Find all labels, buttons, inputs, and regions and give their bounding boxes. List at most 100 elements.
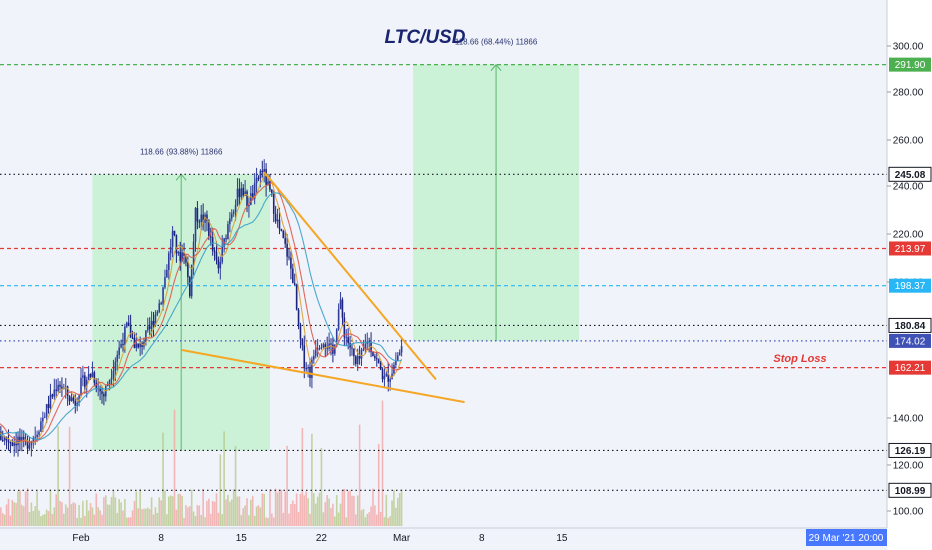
volume-bar — [335, 494, 338, 526]
volume-bar — [53, 507, 56, 526]
candle-body — [303, 345, 306, 368]
candle-body — [337, 309, 340, 330]
volume-bar — [234, 445, 237, 526]
volume-bar — [116, 512, 119, 526]
volume-bar — [267, 517, 269, 526]
price-level-tag-text: 162.21 — [895, 363, 926, 374]
price-level-tag-box — [889, 278, 931, 293]
candle-body — [374, 356, 376, 359]
candle-body — [135, 343, 138, 348]
candle-body — [246, 191, 248, 207]
volume-bar — [105, 495, 107, 526]
volume-bar — [63, 513, 65, 526]
candle-body — [255, 177, 258, 184]
candle-body — [272, 194, 275, 214]
candle-body — [141, 343, 143, 347]
candle-body — [343, 317, 346, 338]
time-tick-label: 15 — [556, 533, 568, 544]
volume-bar — [311, 433, 313, 526]
price-level-tag-text: 291.90 — [895, 60, 926, 71]
volume-bar — [175, 509, 178, 526]
candle-body — [101, 391, 103, 394]
volume-bar — [129, 517, 132, 526]
price-level-tag-box — [889, 241, 931, 256]
volume-bar — [322, 512, 325, 526]
candle-body — [297, 309, 300, 326]
volume-bar — [187, 507, 189, 526]
candle-body — [355, 356, 357, 364]
volume-bar — [36, 491, 38, 526]
candle-body — [93, 372, 96, 383]
candle-body — [362, 349, 365, 351]
candle-body — [349, 343, 351, 348]
volume-bar — [374, 505, 376, 526]
candle-body — [387, 373, 390, 382]
candle-body — [238, 188, 241, 198]
chart-title: LTC/USD — [385, 27, 466, 48]
candle-body — [95, 382, 98, 389]
volume-bar — [389, 516, 391, 526]
candle-body — [208, 220, 210, 237]
candle-body — [188, 277, 191, 297]
volume-bar — [209, 513, 212, 526]
volume-bar — [19, 490, 21, 526]
price-tick-label: 100.00 — [893, 507, 924, 518]
candle-body — [129, 326, 132, 338]
candle-body — [91, 372, 94, 377]
volume-bar — [372, 488, 374, 526]
candle-body — [278, 219, 281, 230]
volume-bar — [240, 514, 243, 526]
candle-body — [385, 373, 388, 377]
volume-bar — [385, 494, 388, 526]
candle-body — [38, 431, 40, 435]
candle-body — [192, 241, 195, 265]
volume-bar — [76, 517, 78, 526]
volume-bar — [85, 500, 88, 526]
candle-body — [34, 437, 36, 439]
volume-bar — [64, 504, 67, 526]
volume-bar — [141, 509, 143, 526]
volume-bar — [198, 505, 201, 526]
candle-body — [171, 230, 174, 247]
candle-body — [124, 326, 126, 345]
volume-bar — [337, 512, 340, 526]
price-level-tag-text: 198.37 — [895, 281, 926, 292]
volume-bar — [162, 432, 164, 526]
candle-body — [307, 367, 309, 369]
volume-bar — [238, 496, 241, 526]
candle-body — [55, 389, 57, 391]
volume-bar — [324, 502, 327, 526]
candle-body — [114, 361, 117, 371]
measure-label-2: 118.66 (68.44%) 11866 — [455, 38, 538, 47]
candle-body — [209, 236, 212, 238]
volume-bar — [110, 496, 113, 526]
candle-body — [293, 283, 296, 285]
volume-bar — [1, 513, 4, 526]
candle-body — [148, 326, 151, 329]
measure-boxes: 118.66 (93.88%) 11866 118.66 (68.44%) 118… — [92, 38, 580, 451]
candle-body — [68, 395, 71, 402]
candle-body — [280, 229, 283, 232]
candle-body — [259, 170, 262, 179]
price-level-tag-box — [888, 317, 932, 333]
price-level-tag-box — [889, 333, 931, 348]
volume-bar — [353, 495, 355, 526]
volume-bar — [158, 497, 161, 526]
volume-bar — [368, 512, 370, 526]
volume-bar — [72, 502, 75, 526]
candle-body — [131, 337, 134, 339]
volume-bar — [59, 500, 61, 526]
time-tick-label: 8 — [479, 533, 485, 544]
volume-bar — [341, 490, 344, 526]
volume-bar — [11, 499, 14, 526]
volume-bar — [51, 513, 54, 526]
volume-bar — [320, 448, 323, 526]
price-level-tag-text: 126.19 — [895, 446, 926, 457]
volume-bar — [292, 500, 294, 526]
price-tick-label: 260.00 — [893, 136, 924, 147]
volume-bar — [124, 498, 126, 526]
volume-bar — [396, 497, 399, 526]
candle-body — [7, 440, 10, 443]
volume-bar — [17, 491, 19, 526]
